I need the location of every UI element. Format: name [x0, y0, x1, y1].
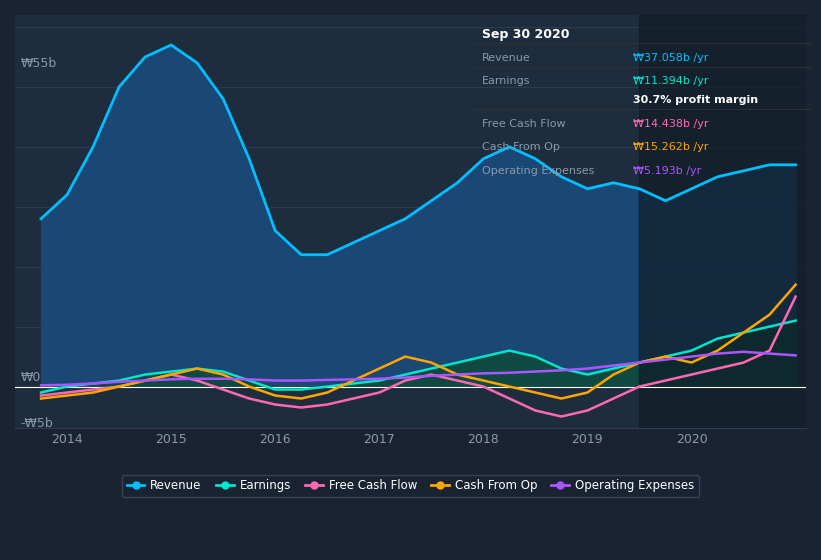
Text: ₩55b: ₩55b: [21, 57, 57, 70]
Text: Operating Expenses: Operating Expenses: [481, 166, 594, 176]
Text: ₩37.058b /yr: ₩37.058b /yr: [633, 53, 709, 63]
Text: ₩14.438b /yr: ₩14.438b /yr: [633, 119, 709, 129]
Text: Earnings: Earnings: [481, 76, 530, 86]
Text: ₩5.193b /yr: ₩5.193b /yr: [633, 166, 702, 176]
Text: Free Cash Flow: Free Cash Flow: [481, 119, 565, 129]
Text: ₩0: ₩0: [21, 371, 40, 384]
Legend: Revenue, Earnings, Free Cash Flow, Cash From Op, Operating Expenses: Revenue, Earnings, Free Cash Flow, Cash …: [122, 474, 699, 497]
Text: 30.7% profit margin: 30.7% profit margin: [633, 95, 759, 105]
Text: Cash From Op: Cash From Op: [481, 142, 559, 152]
Text: ₩11.394b /yr: ₩11.394b /yr: [633, 76, 709, 86]
Bar: [640, 15, 806, 428]
Text: Revenue: Revenue: [481, 53, 530, 63]
Text: Sep 30 2020: Sep 30 2020: [481, 28, 569, 41]
Text: -₩5b: -₩5b: [21, 417, 53, 430]
Text: ₩15.262b /yr: ₩15.262b /yr: [633, 142, 709, 152]
